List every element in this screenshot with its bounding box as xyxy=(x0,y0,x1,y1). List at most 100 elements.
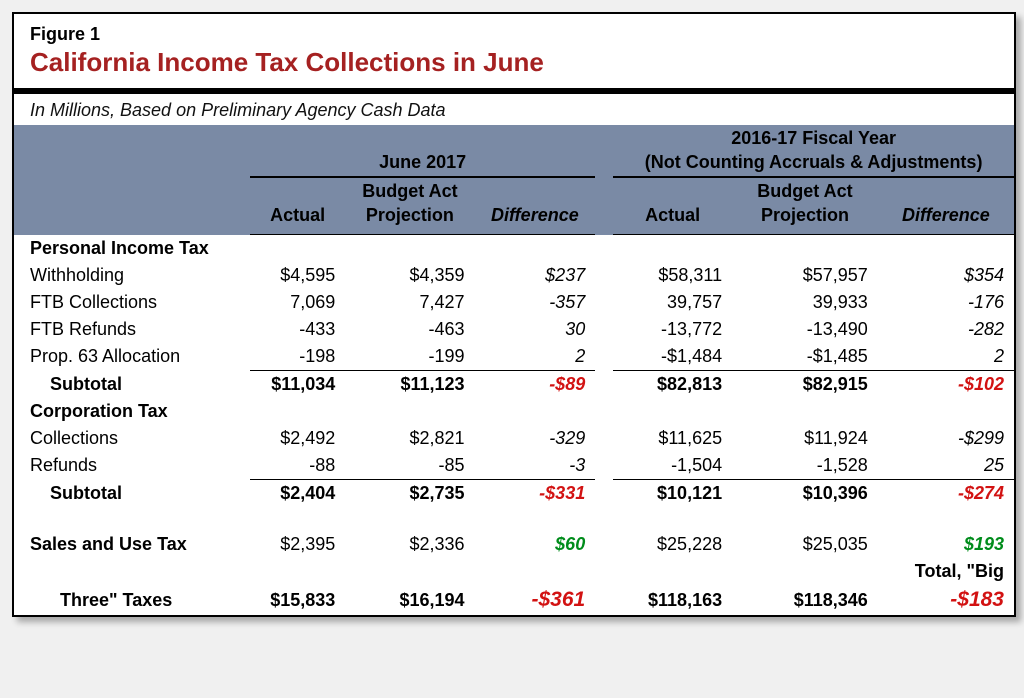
total-actual-right: $118,163 xyxy=(613,585,732,615)
cell-diff-right: $354 xyxy=(878,262,1014,289)
tax-table: June 2017 2016-17 Fiscal Year (Not Count… xyxy=(14,125,1014,615)
cell-proj-left: -85 xyxy=(345,452,474,480)
colhead-actual-left: Actual xyxy=(250,202,345,235)
cell-actual-left: $11,034 xyxy=(250,371,345,399)
table-row: Subtotal $2,404 $2,735 -$331 $10,121 $10… xyxy=(14,480,1014,508)
cell-actual-left: -433 xyxy=(250,316,345,343)
cell-proj-left: $4,359 xyxy=(345,262,474,289)
cell-proj-right: $82,915 xyxy=(732,371,878,399)
cell-actual-right: $82,813 xyxy=(613,371,732,399)
row-label: Collections xyxy=(14,425,250,452)
total-proj-right: $118,346 xyxy=(732,585,878,615)
row-label: FTB Collections xyxy=(14,289,250,316)
cell-actual-right: -13,772 xyxy=(613,316,732,343)
cell-proj-left: -199 xyxy=(345,343,474,371)
colhead-proj1-left: Budget Act xyxy=(345,177,474,202)
cell-proj-right: -$1,485 xyxy=(732,343,878,371)
cell-diff-right: 2 xyxy=(878,343,1014,371)
total-label-row: Total, "Big xyxy=(14,558,1014,585)
cell-proj-left: $2,735 xyxy=(345,480,474,508)
cell-actual-left: $2,395 xyxy=(250,531,345,558)
cell-proj-right: 39,933 xyxy=(732,289,878,316)
cell-actual-left: $4,595 xyxy=(250,262,345,289)
row-label: Subtotal xyxy=(14,371,250,399)
cell-diff-left: -$89 xyxy=(475,371,596,399)
cell-diff-right: $193 xyxy=(878,531,1014,558)
group-header-row: June 2017 2016-17 Fiscal Year xyxy=(14,125,1014,149)
cell-diff-left: $237 xyxy=(475,262,596,289)
group-left-title: June 2017 xyxy=(250,125,595,177)
table-row: FTB Collections 7,069 7,427 -357 39,757 … xyxy=(14,289,1014,316)
colhead-proj2-left: Projection xyxy=(345,202,474,235)
cell-diff-right: 25 xyxy=(878,452,1014,480)
row-label: Sales and Use Tax xyxy=(14,531,250,558)
spacer-row xyxy=(14,507,1014,531)
cell-actual-right: $25,228 xyxy=(613,531,732,558)
row-label: Subtotal xyxy=(14,480,250,508)
cell-proj-left: $2,821 xyxy=(345,425,474,452)
section-head: Corporation Tax xyxy=(14,398,1014,425)
table-row: FTB Refunds -433 -463 30 -13,772 -13,490… xyxy=(14,316,1014,343)
colhead-diff-left: Difference xyxy=(475,202,596,235)
cell-diff-left: -3 xyxy=(475,452,596,480)
cell-diff-left: $60 xyxy=(475,531,596,558)
cell-diff-left: -$331 xyxy=(475,480,596,508)
table-row: Sales and Use Tax $2,395 $2,336 $60 $25,… xyxy=(14,531,1014,558)
total-diff-left: -$361 xyxy=(475,585,596,615)
figure-title: California Income Tax Collections in Jun… xyxy=(30,47,998,78)
figure-header: Figure 1 California Income Tax Collectio… xyxy=(14,14,1014,84)
cell-proj-right: $25,035 xyxy=(732,531,878,558)
cell-actual-right: -1,504 xyxy=(613,452,732,480)
table-body: Personal Income Tax Withholding $4,595 $… xyxy=(14,235,1014,616)
cell-actual-right: 39,757 xyxy=(613,289,732,316)
table-row: Subtotal $11,034 $11,123 -$89 $82,813 $8… xyxy=(14,371,1014,399)
cell-diff-right: -$299 xyxy=(878,425,1014,452)
cell-proj-left: -463 xyxy=(345,316,474,343)
section-head: Personal Income Tax xyxy=(14,235,1014,263)
table-row: Withholding $4,595 $4,359 $237 $58,311 $… xyxy=(14,262,1014,289)
cell-diff-right: -282 xyxy=(878,316,1014,343)
cell-actual-left: 7,069 xyxy=(250,289,345,316)
cell-diff-right: -$274 xyxy=(878,480,1014,508)
cell-actual-left: -198 xyxy=(250,343,345,371)
figure-subtitle: In Millions, Based on Preliminary Agency… xyxy=(14,94,1014,125)
cell-proj-left: 7,427 xyxy=(345,289,474,316)
column-head-line2: Actual Projection Difference Actual Proj… xyxy=(14,202,1014,235)
colhead-proj2-right: Projection xyxy=(732,202,878,235)
figure-number: Figure 1 xyxy=(30,24,998,45)
cell-diff-left: 2 xyxy=(475,343,596,371)
table-row: Collections $2,492 $2,821 -329 $11,625 $… xyxy=(14,425,1014,452)
cell-proj-right: $57,957 xyxy=(732,262,878,289)
cell-proj-right: $10,396 xyxy=(732,480,878,508)
cell-actual-right: $10,121 xyxy=(613,480,732,508)
cell-proj-right: -13,490 xyxy=(732,316,878,343)
colhead-proj1-right: Budget Act xyxy=(732,177,878,202)
cell-diff-right: -$102 xyxy=(878,371,1014,399)
row-label: Withholding xyxy=(14,262,250,289)
group-right-subtitle: (Not Counting Accruals & Adjustments) xyxy=(613,149,1014,177)
row-label: FTB Refunds xyxy=(14,316,250,343)
cell-actual-left: $2,404 xyxy=(250,480,345,508)
total-proj-left: $16,194 xyxy=(345,585,474,615)
cell-proj-left: $2,336 xyxy=(345,531,474,558)
cell-proj-right: -1,528 xyxy=(732,452,878,480)
row-label: Prop. 63 Allocation xyxy=(14,343,250,371)
total-actual-left: $15,833 xyxy=(250,585,345,615)
cell-diff-left: -329 xyxy=(475,425,596,452)
cell-actual-right: $11,625 xyxy=(613,425,732,452)
cell-proj-left: $11,123 xyxy=(345,371,474,399)
cell-diff-left: -357 xyxy=(475,289,596,316)
table-row: Prop. 63 Allocation -198 -199 2 -$1,484 … xyxy=(14,343,1014,371)
total-diff-right: -$183 xyxy=(878,585,1014,615)
colhead-diff-right: Difference xyxy=(878,202,1014,235)
cell-diff-right: -176 xyxy=(878,289,1014,316)
group-right-title: 2016-17 Fiscal Year xyxy=(613,125,1014,149)
cell-diff-left: 30 xyxy=(475,316,596,343)
total-row: Three" Taxes $15,833 $16,194 -$361 $118,… xyxy=(14,585,1014,615)
table-row: Refunds -88 -85 -3 -1,504 -1,528 25 xyxy=(14,452,1014,480)
cell-actual-left: $2,492 xyxy=(250,425,345,452)
figure-container: Figure 1 California Income Tax Collectio… xyxy=(12,12,1016,617)
cell-actual-right: $58,311 xyxy=(613,262,732,289)
cell-actual-left: -88 xyxy=(250,452,345,480)
total-label: Three" Taxes xyxy=(14,585,250,615)
